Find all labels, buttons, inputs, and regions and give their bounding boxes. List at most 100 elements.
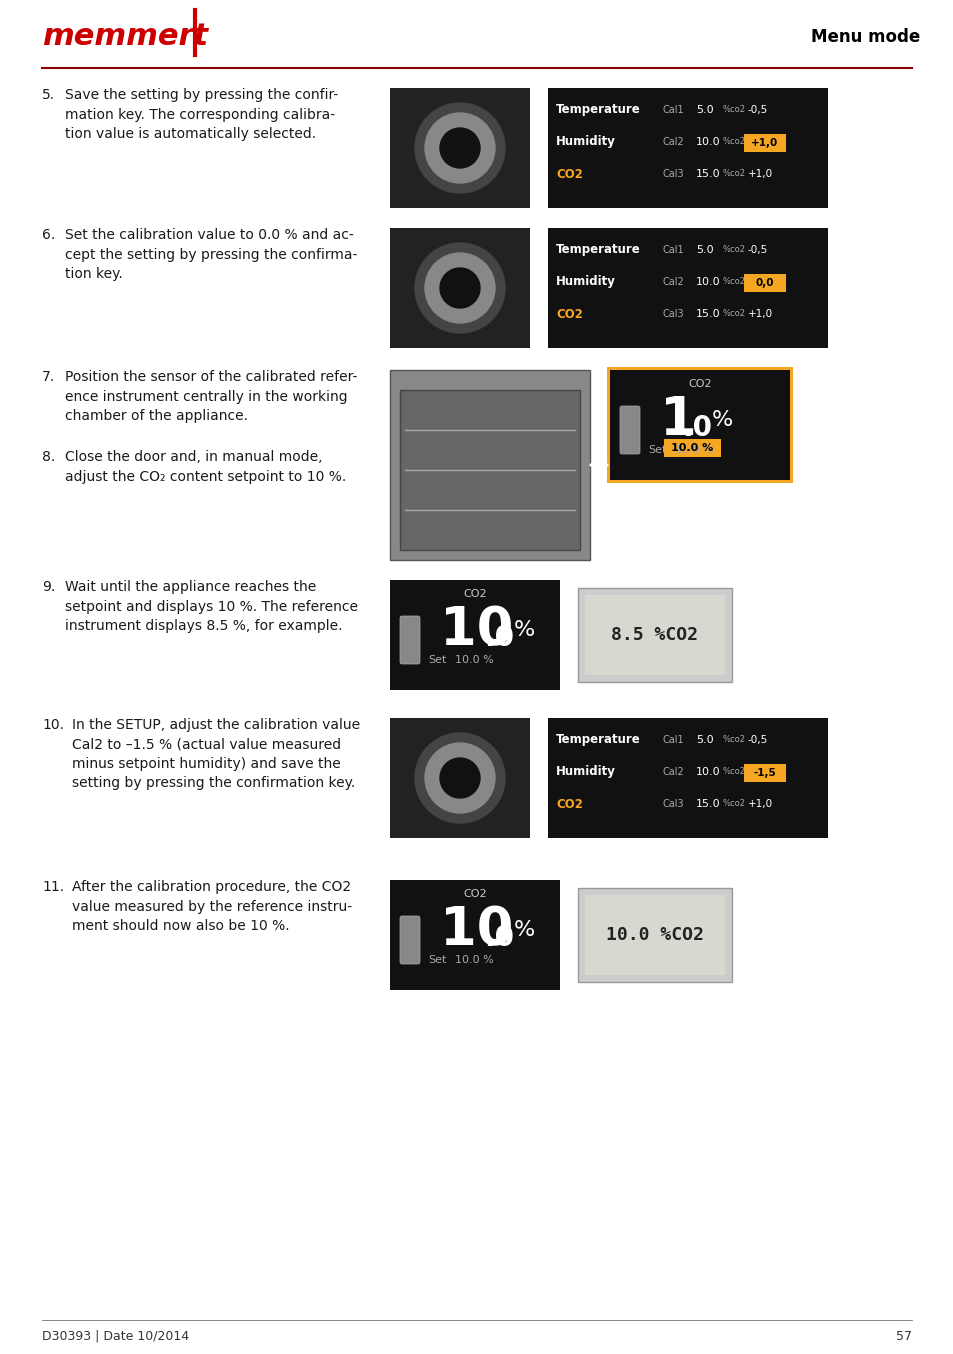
FancyBboxPatch shape xyxy=(399,390,579,550)
Circle shape xyxy=(439,268,479,307)
FancyBboxPatch shape xyxy=(390,370,589,561)
Text: CO2: CO2 xyxy=(556,168,582,180)
Text: Cal2: Cal2 xyxy=(662,766,684,777)
Text: Temperature: Temperature xyxy=(556,734,640,746)
Text: .0: .0 xyxy=(483,624,514,653)
Text: CO2: CO2 xyxy=(463,589,486,598)
Text: 10.0: 10.0 xyxy=(696,137,720,148)
Text: CO2: CO2 xyxy=(556,307,582,321)
Text: 10.0 %CO2: 10.0 %CO2 xyxy=(605,926,703,944)
Text: 10.0 %: 10.0 % xyxy=(670,443,713,454)
Text: +1,0: +1,0 xyxy=(747,309,772,320)
Circle shape xyxy=(424,743,495,812)
Text: +1,0: +1,0 xyxy=(747,799,772,808)
Text: Menu mode: Menu mode xyxy=(810,28,919,46)
FancyBboxPatch shape xyxy=(663,439,720,458)
Text: 8.5 %CO2: 8.5 %CO2 xyxy=(611,626,698,645)
Text: Humidity: Humidity xyxy=(556,135,616,149)
Text: Save the setting by pressing the confir-
mation key. The corresponding calibra-
: Save the setting by pressing the confir-… xyxy=(65,88,338,141)
Text: %co2: %co2 xyxy=(722,169,745,179)
Text: Cal1: Cal1 xyxy=(662,245,684,255)
Circle shape xyxy=(439,758,479,798)
FancyBboxPatch shape xyxy=(606,367,792,483)
Text: CO2: CO2 xyxy=(687,379,711,389)
FancyBboxPatch shape xyxy=(390,580,559,691)
FancyBboxPatch shape xyxy=(743,764,785,783)
Text: %co2: %co2 xyxy=(722,245,745,255)
Text: 1: 1 xyxy=(659,394,696,445)
Text: 10.0: 10.0 xyxy=(696,766,720,777)
FancyBboxPatch shape xyxy=(390,880,559,990)
Text: -1,5: -1,5 xyxy=(753,768,776,779)
Text: %: % xyxy=(514,620,535,640)
FancyBboxPatch shape xyxy=(619,406,639,454)
Text: Cal3: Cal3 xyxy=(662,169,684,179)
Text: Temperature: Temperature xyxy=(556,103,640,116)
Text: +1,0: +1,0 xyxy=(751,138,778,148)
Text: 9.: 9. xyxy=(42,580,55,594)
Text: Set: Set xyxy=(428,955,446,965)
Text: %co2: %co2 xyxy=(722,735,745,745)
Text: 0,0: 0,0 xyxy=(755,278,774,288)
FancyBboxPatch shape xyxy=(584,895,724,975)
Text: %: % xyxy=(711,410,733,431)
Text: 15.0: 15.0 xyxy=(696,799,720,808)
Circle shape xyxy=(415,103,504,194)
Text: 11.: 11. xyxy=(42,880,64,894)
Text: 5.0: 5.0 xyxy=(696,106,713,115)
FancyBboxPatch shape xyxy=(743,274,785,292)
Text: 10: 10 xyxy=(439,904,513,956)
Text: Cal2: Cal2 xyxy=(662,278,684,287)
Text: Cal1: Cal1 xyxy=(662,735,684,745)
Circle shape xyxy=(415,733,504,823)
Text: 8.: 8. xyxy=(42,450,55,464)
Text: 10.0 %: 10.0 % xyxy=(455,955,494,965)
Text: Humidity: Humidity xyxy=(556,275,616,288)
FancyBboxPatch shape xyxy=(578,588,731,682)
Text: Cal2: Cal2 xyxy=(662,137,684,148)
Text: CO2: CO2 xyxy=(463,890,486,899)
Text: -0,5: -0,5 xyxy=(747,735,767,745)
Text: 5.0: 5.0 xyxy=(696,735,713,745)
Text: Close the door and, in manual mode,
adjust the CO₂ content setpoint to 10 %.: Close the door and, in manual mode, adju… xyxy=(65,450,346,483)
Text: +1,0: +1,0 xyxy=(747,169,772,179)
Text: %co2: %co2 xyxy=(722,106,745,115)
Text: -0,5: -0,5 xyxy=(747,106,767,115)
Text: 57: 57 xyxy=(895,1330,911,1343)
Circle shape xyxy=(424,112,495,183)
Text: 6.: 6. xyxy=(42,227,55,242)
Text: -0,5: -0,5 xyxy=(747,245,767,255)
Text: Cal3: Cal3 xyxy=(662,309,684,320)
FancyBboxPatch shape xyxy=(547,88,827,209)
Text: 10.0 %: 10.0 % xyxy=(675,445,713,455)
Text: Wait until the appliance reaches the
setpoint and displays 10 %. The reference
i: Wait until the appliance reaches the set… xyxy=(65,580,357,634)
FancyBboxPatch shape xyxy=(390,88,530,209)
Text: Set: Set xyxy=(647,445,666,455)
FancyBboxPatch shape xyxy=(390,718,530,838)
Text: memmert: memmert xyxy=(42,22,208,51)
Text: 15.0: 15.0 xyxy=(696,169,720,179)
Text: Temperature: Temperature xyxy=(556,244,640,256)
FancyBboxPatch shape xyxy=(584,594,724,676)
Text: %co2: %co2 xyxy=(722,799,745,808)
Text: Position the sensor of the calibrated refer-
ence instrument centrally in the wo: Position the sensor of the calibrated re… xyxy=(65,370,357,422)
Text: %co2: %co2 xyxy=(722,138,745,146)
FancyBboxPatch shape xyxy=(743,134,785,152)
Circle shape xyxy=(415,242,504,333)
FancyBboxPatch shape xyxy=(578,888,731,982)
Text: 10.0 %: 10.0 % xyxy=(455,655,494,665)
Text: Humidity: Humidity xyxy=(556,765,616,779)
FancyBboxPatch shape xyxy=(609,370,789,481)
Text: 5.0: 5.0 xyxy=(696,245,713,255)
Text: 10: 10 xyxy=(439,604,513,655)
FancyBboxPatch shape xyxy=(547,227,827,348)
Circle shape xyxy=(439,129,479,168)
Text: %: % xyxy=(514,919,535,940)
Text: After the calibration procedure, the CO2
value measured by the reference instru-: After the calibration procedure, the CO2… xyxy=(71,880,352,933)
FancyBboxPatch shape xyxy=(547,718,827,838)
Text: Cal3: Cal3 xyxy=(662,799,684,808)
Circle shape xyxy=(424,253,495,324)
Text: 10.: 10. xyxy=(42,718,64,733)
Text: %co2: %co2 xyxy=(722,310,745,318)
Text: D30393 | Date 10/2014: D30393 | Date 10/2014 xyxy=(42,1330,189,1343)
